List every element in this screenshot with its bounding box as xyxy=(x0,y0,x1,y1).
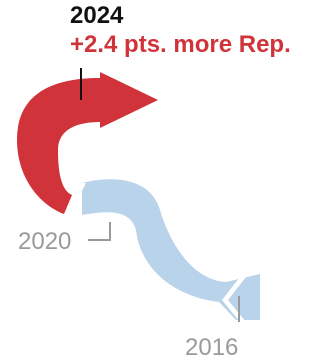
shift-label: +2.4 pts. more Rep. xyxy=(70,31,291,58)
year-label-2016: 2016 xyxy=(185,334,239,361)
year-label-2024: 2024 xyxy=(70,2,124,29)
year-label-2020: 2020 xyxy=(18,228,72,255)
segment-2016-2020 xyxy=(82,179,260,320)
tail-notch-2020 xyxy=(64,183,86,215)
leader-2020 xyxy=(88,222,111,241)
segment-2020-2024-body xyxy=(17,78,100,214)
tail-notch-2016 xyxy=(222,277,246,322)
segment-2020-2024 xyxy=(100,72,158,128)
